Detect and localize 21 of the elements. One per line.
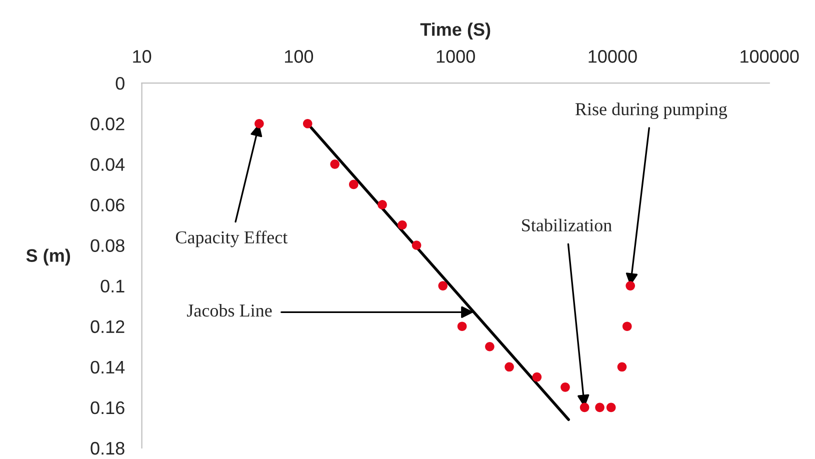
y-tick-label: 0	[116, 77, 124, 90]
y-tick-label: 0.02	[90, 118, 124, 130]
x-tick-label: 100000	[740, 50, 799, 63]
x-axis-title: Time (S)	[420, 22, 490, 40]
y-axis-title: S (m)	[26, 248, 70, 266]
annotation: Capacity Effect	[176, 230, 288, 248]
y-tick-label: 0.08	[90, 239, 124, 252]
y-tick-label: 0.16	[90, 401, 124, 414]
annotation: Stabilization	[522, 218, 612, 232]
y-tick-label: 0.14	[90, 360, 125, 374]
y-tick-label: 0.1	[100, 280, 124, 293]
x-tick-label: 10000	[588, 50, 637, 63]
y-tick-label: 0.04	[90, 158, 125, 171]
annotation: Jacobs Line	[187, 304, 272, 317]
x-tick-label: 10	[133, 50, 152, 63]
y-tick-label: 0.18	[90, 442, 124, 455]
x-tick-label: 1000	[436, 50, 475, 63]
x-tick-label: 100	[285, 50, 314, 63]
y-tick-label: 0.06	[90, 198, 124, 212]
annotation: Rise during pumping	[575, 102, 728, 120]
y-tick-label: 0.12	[90, 320, 124, 334]
